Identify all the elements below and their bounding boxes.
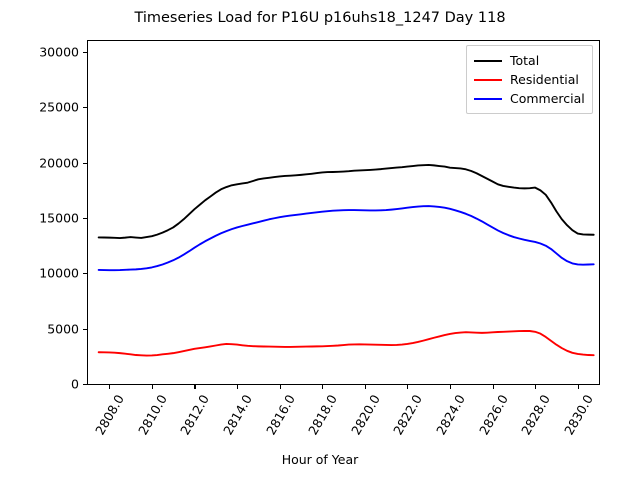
legend-swatch-commercial — [474, 97, 502, 100]
x-axis-label: Hour of Year — [281, 452, 359, 467]
y-tick-mark — [83, 273, 87, 275]
x-tick-mark — [109, 385, 111, 389]
line-series-commercial — [97, 205, 595, 272]
y-tick-mark — [83, 162, 87, 164]
legend-item-commercial[interactable]: Commercial — [474, 89, 585, 108]
y-tick-mark — [83, 218, 87, 220]
x-tick-mark — [535, 385, 537, 389]
x-tick-mark — [577, 385, 579, 389]
legend-swatch-total — [474, 59, 502, 62]
y-tick-label: 30000 — [39, 44, 79, 60]
x-tick-mark — [322, 385, 324, 389]
plot-lines — [97, 163, 595, 357]
legend-label: Commercial — [510, 91, 585, 106]
x-tick-mark — [407, 385, 409, 389]
y-tick-label: 5000 — [47, 321, 79, 337]
chart-legend: Total Residential Commercial — [466, 45, 593, 114]
y-tick-label: 25000 — [39, 99, 79, 115]
y-tick-mark — [83, 107, 87, 109]
x-tick-mark — [279, 385, 281, 389]
line-series-residential — [97, 329, 595, 357]
y-tick-mark — [83, 384, 87, 386]
y-tick-label: 10000 — [39, 265, 79, 281]
x-tick-mark — [194, 385, 196, 389]
x-tick-mark — [151, 385, 153, 389]
legend-label: Residential — [510, 72, 579, 87]
x-tick-mark — [449, 385, 452, 389]
y-tick-label: 20000 — [39, 155, 79, 171]
x-tick-mark — [492, 385, 494, 389]
y-tick-label: 0 — [71, 376, 79, 392]
y-tick-label: 15000 — [39, 210, 79, 226]
y-tick-mark — [83, 328, 87, 330]
x-tick-mark — [364, 385, 366, 389]
chart-title: Timeseries Load for P16U p16uhs18_1247 D… — [134, 10, 506, 26]
legend-swatch-residential — [474, 78, 502, 81]
y-tick-mark — [83, 52, 87, 54]
legend-label: Total — [510, 53, 540, 68]
legend-item-residential[interactable]: Residential — [474, 70, 585, 89]
x-tick-mark — [237, 385, 239, 389]
line-series-total — [97, 163, 595, 240]
legend-item-total[interactable]: Total — [474, 51, 585, 70]
